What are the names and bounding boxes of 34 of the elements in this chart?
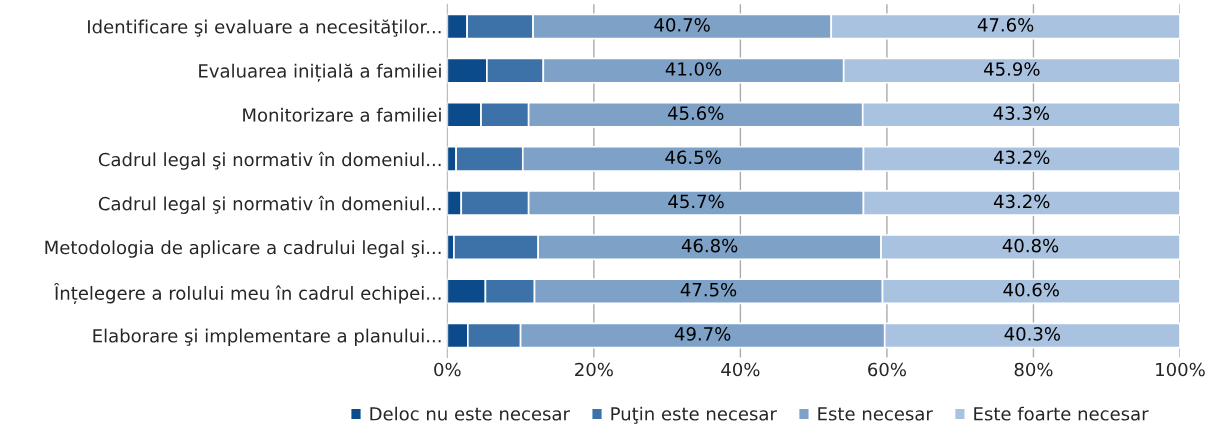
data-label: 40.3% bbox=[1004, 327, 1061, 341]
y-tick-label: Elaborare şi implementare a planului... bbox=[93, 328, 441, 347]
data-label: 40.7% bbox=[654, 18, 710, 32]
legend-label: Este foarte necesar bbox=[974, 406, 1149, 421]
legend-label: Puţin este necesar bbox=[611, 406, 777, 424]
data-label: 47.6% bbox=[977, 18, 1034, 32]
data-label: 41.0% bbox=[665, 62, 722, 76]
data-label: 40.6% bbox=[1003, 282, 1059, 297]
x-tick-label: 60% bbox=[868, 362, 906, 377]
y-tick-label: Evaluarea inițială a familiei bbox=[199, 63, 441, 82]
legend-label: Este necesar bbox=[818, 407, 933, 421]
data-label: 49.7% bbox=[674, 327, 731, 341]
data-label: 43.2% bbox=[993, 150, 1050, 165]
data-label: 43.3% bbox=[993, 106, 1050, 120]
data-label: 45.6% bbox=[667, 106, 724, 120]
data-label: 43.2% bbox=[993, 194, 1050, 209]
data-label: 46.5% bbox=[665, 150, 721, 165]
legend-label: Deloc nu este necesar bbox=[370, 406, 570, 421]
data-label: 45.7% bbox=[668, 194, 724, 209]
x-tick-label: 40% bbox=[721, 362, 760, 377]
data-label: 47.5% bbox=[680, 282, 737, 297]
y-tick-label: Înțelegere a rolului meu în cadrul echipei... bbox=[53, 282, 441, 304]
x-tick-label: 0% bbox=[434, 362, 461, 377]
data-label: 46.8% bbox=[681, 238, 738, 253]
y-tick-label: Identificare şi evaluare a necesităţilor... bbox=[88, 19, 441, 37]
x-tick-label: 100% bbox=[1156, 362, 1205, 377]
y-tick-label: Monitorizare a familiei bbox=[243, 107, 441, 122]
y-tick-label: Cadrul legal şi normativ în domeniul... bbox=[98, 151, 441, 170]
data-label: 40.8% bbox=[1002, 238, 1059, 253]
y-tick-label: Cadrul legal şi normativ în domeniul... bbox=[98, 195, 441, 214]
data-label: 45.9% bbox=[984, 62, 1040, 76]
y-tick-label: Metodologia de aplicare a cadrului legal şi... bbox=[45, 240, 441, 258]
x-tick-label: 80% bbox=[1014, 362, 1053, 377]
x-tick-label: 20% bbox=[575, 362, 613, 377]
